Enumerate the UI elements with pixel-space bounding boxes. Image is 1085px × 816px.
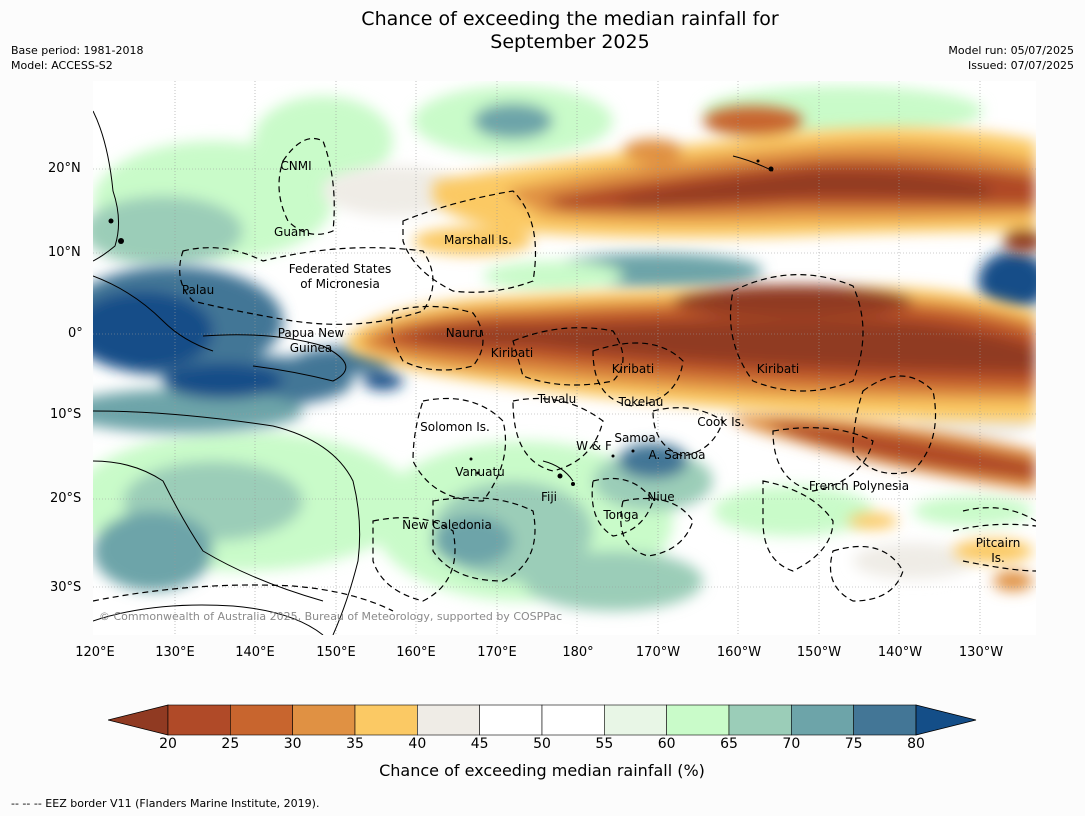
- colorbar-label: Chance of exceeding median rainfall (%): [379, 761, 705, 780]
- colorbar-tick-label: 80: [907, 736, 925, 752]
- colorbar-swatch: [666, 704, 730, 736]
- lon-label-140e: 140°E: [235, 645, 275, 660]
- place-kiribati-west: Kiribati: [490, 346, 534, 360]
- lon-label-130w: 130°W: [958, 645, 1004, 660]
- model-name: Model: ACCESS-S2: [11, 59, 113, 72]
- place-niue: Niue: [647, 490, 675, 504]
- lon-label-140w: 140°W: [877, 645, 923, 660]
- copyright-note: © Commonwealth of Australia 2025, Bureau…: [99, 610, 563, 623]
- place-pitcairn-line2: Is.: [991, 551, 1005, 565]
- place-wallis-futuna: W & F: [576, 439, 612, 453]
- colorbar-swatch: [728, 704, 792, 736]
- colorbar-swatch: [604, 704, 667, 736]
- place-tuvalu: Tuvalu: [537, 392, 577, 406]
- colorbar-swatch: [230, 704, 293, 736]
- place-cnmi: CNMI: [280, 159, 312, 173]
- lon-label-170e: 170°E: [477, 645, 517, 660]
- lon-label-150w: 150°W: [796, 645, 842, 660]
- place-palau: Palau: [181, 283, 215, 297]
- lat-label-20s: 20°S: [50, 491, 82, 506]
- place-tokelau: Tokelau: [618, 395, 664, 409]
- place-american-samoa: A. Samoa: [648, 448, 706, 462]
- lat-label-0: 0°: [68, 326, 83, 341]
- place-vanuatu: Vanuatu: [455, 465, 505, 479]
- lat-label-10n: 10°N: [48, 245, 81, 260]
- colorbar-tick-label: 45: [470, 736, 489, 752]
- place-nauru: Nauru: [445, 326, 483, 340]
- colorbar-tick-label: 30: [283, 736, 302, 752]
- lon-label-120e: 120°E: [75, 645, 115, 660]
- colorbar-tick-label: 50: [533, 736, 551, 752]
- lat-label-30s: 30°S: [50, 580, 82, 595]
- lon-label-180: 180°: [562, 645, 594, 660]
- colorbar-swatch: [354, 704, 418, 736]
- western-wet-core: [93, 251, 1036, 433]
- meta-left: Base period: 1981-2018 Model: ACCESS-S2: [11, 43, 143, 73]
- place-cook-islands: Cook Is.: [697, 415, 745, 429]
- colorbar-tick-label: 55: [595, 736, 614, 752]
- lon-label-160e: 160°E: [396, 645, 436, 660]
- lat-label-20n: 20°N: [48, 161, 81, 176]
- equatorial-dry-tongue: [348, 285, 1036, 591]
- colorbar-swatch: [853, 704, 917, 736]
- colorbar-tick-label: 35: [346, 736, 364, 752]
- colorbar: [108, 704, 977, 736]
- eez-footnote: -- -- -- EEZ border V11 (Flanders Marine…: [11, 797, 320, 810]
- colorbar-tick-label: 20: [159, 736, 177, 752]
- place-kiribati-central: Kiribati: [611, 362, 655, 376]
- lon-label-160w: 160°W: [716, 645, 762, 660]
- title-line-2: September 2025: [490, 31, 650, 53]
- eez-borders: [93, 137, 1036, 612]
- colorbar-swatch: [791, 704, 854, 736]
- map-canvas: [93, 81, 1036, 635]
- place-fsm-line1: Federated States: [288, 262, 392, 276]
- colorbar-tick-label: 70: [782, 736, 801, 752]
- place-solomon-islands: Solomon Is.: [420, 420, 490, 434]
- colorbar-swatch: [479, 704, 543, 736]
- issued-date: Issued: 07/07/2025: [967, 59, 1074, 72]
- colorbar-high-arrow: [915, 704, 977, 736]
- place-kiribati-east: Kiribati: [756, 362, 800, 376]
- colorbar-swatch: [292, 704, 356, 736]
- colorbar-swatch: [167, 704, 231, 736]
- place-png-line2: Guinea: [289, 341, 333, 355]
- map-title: Chance of exceeding the median rainfall …: [0, 8, 1085, 54]
- lon-label-150e: 150°E: [316, 645, 356, 660]
- lon-label-130e: 130°E: [155, 645, 195, 660]
- colorbar-tick-label: 60: [657, 736, 676, 752]
- northern-dry-band: [413, 106, 1036, 255]
- islands: [108, 159, 774, 486]
- place-pitcairn-line1: Pitcairn: [975, 536, 1021, 550]
- lon-label-170w: 170°W: [635, 645, 681, 660]
- colorbar-tick-label: 65: [720, 736, 738, 752]
- colorbar-tick-label: 40: [408, 736, 427, 752]
- colorbar-swatches: [167, 704, 917, 736]
- colorbar-swatch: [541, 704, 605, 736]
- place-fsm-line2: of Micronesia: [300, 277, 380, 291]
- base-period: Base period: 1981-2018: [11, 44, 144, 57]
- model-run: Model run: 05/07/2025: [948, 44, 1074, 57]
- place-tonga: Tonga: [603, 508, 639, 522]
- place-samoa: Samoa: [614, 431, 656, 445]
- place-new-caledonia: New Caledonia: [402, 518, 492, 532]
- place-guam: Guam: [274, 225, 310, 239]
- coastlines: [93, 110, 774, 635]
- colorbar-tick-label: 75: [844, 736, 863, 752]
- colorbar-tick-label: 25: [221, 736, 240, 752]
- title-line-1: Chance of exceeding the median rainfall …: [361, 8, 779, 30]
- graticule: [93, 81, 1036, 635]
- place-marshall: Marshall Is.: [444, 233, 512, 247]
- rainfall-map: © Commonwealth of Australia 2025, Bureau…: [93, 81, 1036, 635]
- place-png-line1: Papua New: [277, 326, 345, 340]
- colorbar-swatch: [417, 704, 480, 736]
- meta-right: Model run: 05/07/2025 Issued: 07/07/2025: [948, 43, 1074, 73]
- colorbar-low-arrow: [108, 704, 169, 736]
- place-fiji: Fiji: [540, 490, 558, 504]
- lat-label-10s: 10°S: [50, 407, 82, 422]
- place-french-polynesia: French Polynesia: [808, 479, 910, 493]
